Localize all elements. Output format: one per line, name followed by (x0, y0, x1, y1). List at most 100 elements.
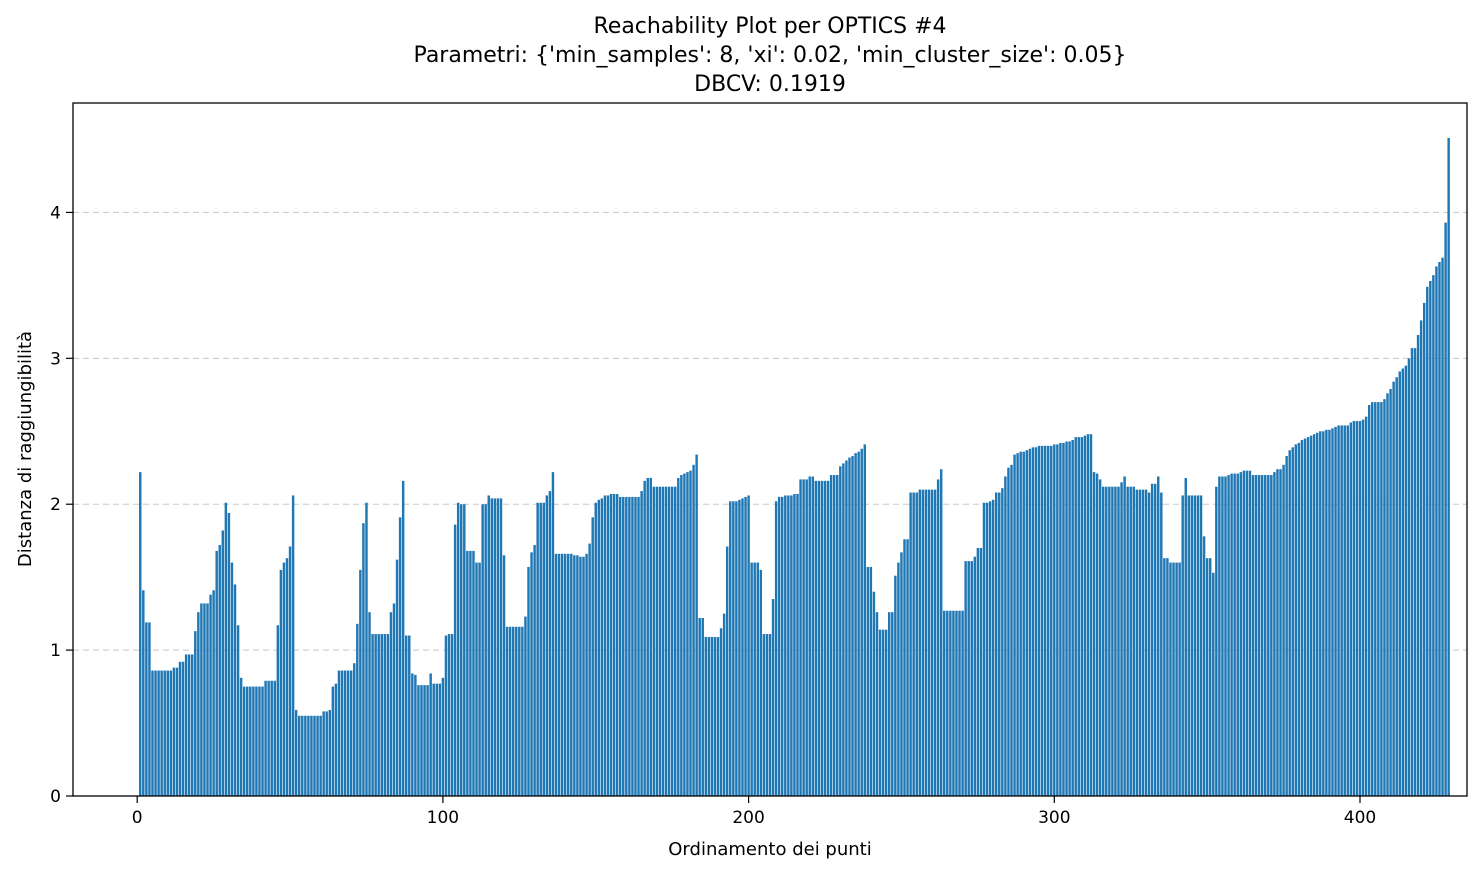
bar (322, 711, 325, 796)
bar (998, 492, 1001, 796)
bar (579, 556, 582, 796)
bar (933, 489, 937, 796)
bar (674, 486, 677, 796)
bar (340, 670, 344, 796)
bar (463, 504, 466, 796)
bar (545, 495, 549, 796)
bar (294, 709, 298, 796)
bar (787, 495, 790, 796)
bar (729, 501, 732, 796)
bar (1016, 453, 1019, 796)
bar (1120, 482, 1123, 796)
bar (383, 634, 387, 796)
bar (869, 566, 873, 796)
bar (1398, 371, 1401, 796)
bar (964, 561, 967, 796)
bar (991, 499, 995, 796)
bar (1144, 489, 1148, 796)
y-tick-label: 1 (50, 641, 61, 661)
bar (689, 470, 692, 796)
x-tick-label: 300 (1038, 808, 1070, 828)
bar (1380, 402, 1383, 796)
bar (307, 715, 310, 796)
bar (343, 670, 347, 796)
bar (1383, 399, 1386, 796)
bar (1270, 475, 1273, 796)
bar (1294, 444, 1298, 796)
bar (781, 496, 784, 796)
bar (1242, 470, 1246, 796)
bar (1239, 472, 1243, 796)
bar (765, 634, 769, 796)
bar (282, 562, 286, 796)
bar (1346, 425, 1349, 796)
bar (808, 476, 811, 796)
bar (139, 472, 142, 796)
y-tick-label: 4 (50, 203, 61, 223)
bar (249, 686, 252, 796)
bar (1389, 388, 1392, 796)
bar (227, 512, 231, 796)
bar (148, 622, 151, 796)
bar (683, 473, 686, 796)
bar (1419, 320, 1423, 796)
bar (414, 674, 417, 796)
bar (508, 626, 512, 796)
bar (233, 584, 237, 796)
bar (466, 550, 469, 796)
y-tick-label: 3 (50, 349, 61, 369)
bar (762, 634, 766, 796)
bar (976, 547, 980, 796)
bar (820, 480, 824, 796)
bars (139, 138, 1450, 797)
bar (1172, 562, 1175, 796)
bar (493, 498, 497, 796)
bar (1013, 454, 1016, 796)
bar (1267, 475, 1270, 796)
bar (301, 715, 304, 796)
bar (842, 463, 845, 796)
bar (362, 523, 365, 796)
bar (921, 489, 925, 796)
bar (1117, 486, 1120, 796)
plot-frame (72, 102, 1468, 797)
bar (1050, 445, 1053, 796)
bar (276, 625, 280, 796)
bar (142, 590, 145, 796)
bar (1046, 445, 1050, 796)
bar (469, 550, 472, 796)
bar (496, 498, 500, 796)
bar (166, 670, 169, 796)
bar (1279, 469, 1282, 796)
x-tick-label: 0 (132, 808, 143, 828)
bar (1291, 447, 1294, 796)
bar (719, 628, 723, 796)
bar (1447, 138, 1450, 796)
bar (456, 502, 460, 796)
bar (401, 480, 405, 796)
bar (429, 673, 432, 796)
bar (246, 686, 249, 796)
bar (915, 492, 918, 796)
bar (377, 634, 380, 796)
bar (618, 496, 622, 796)
bar (1129, 486, 1132, 796)
bar (395, 559, 399, 796)
bar (1343, 425, 1346, 796)
bar (832, 475, 836, 796)
bar (447, 634, 451, 796)
bar (857, 451, 860, 796)
bar (527, 566, 530, 796)
bar (145, 622, 148, 796)
bar (1221, 476, 1224, 796)
bar (1212, 572, 1215, 796)
bar (982, 502, 986, 796)
bar (1059, 442, 1062, 796)
bar (197, 612, 200, 796)
bar (1199, 495, 1203, 796)
bar (646, 477, 649, 796)
bar (597, 499, 601, 796)
bar (878, 629, 882, 796)
bar (175, 667, 179, 796)
bar (1141, 489, 1145, 796)
